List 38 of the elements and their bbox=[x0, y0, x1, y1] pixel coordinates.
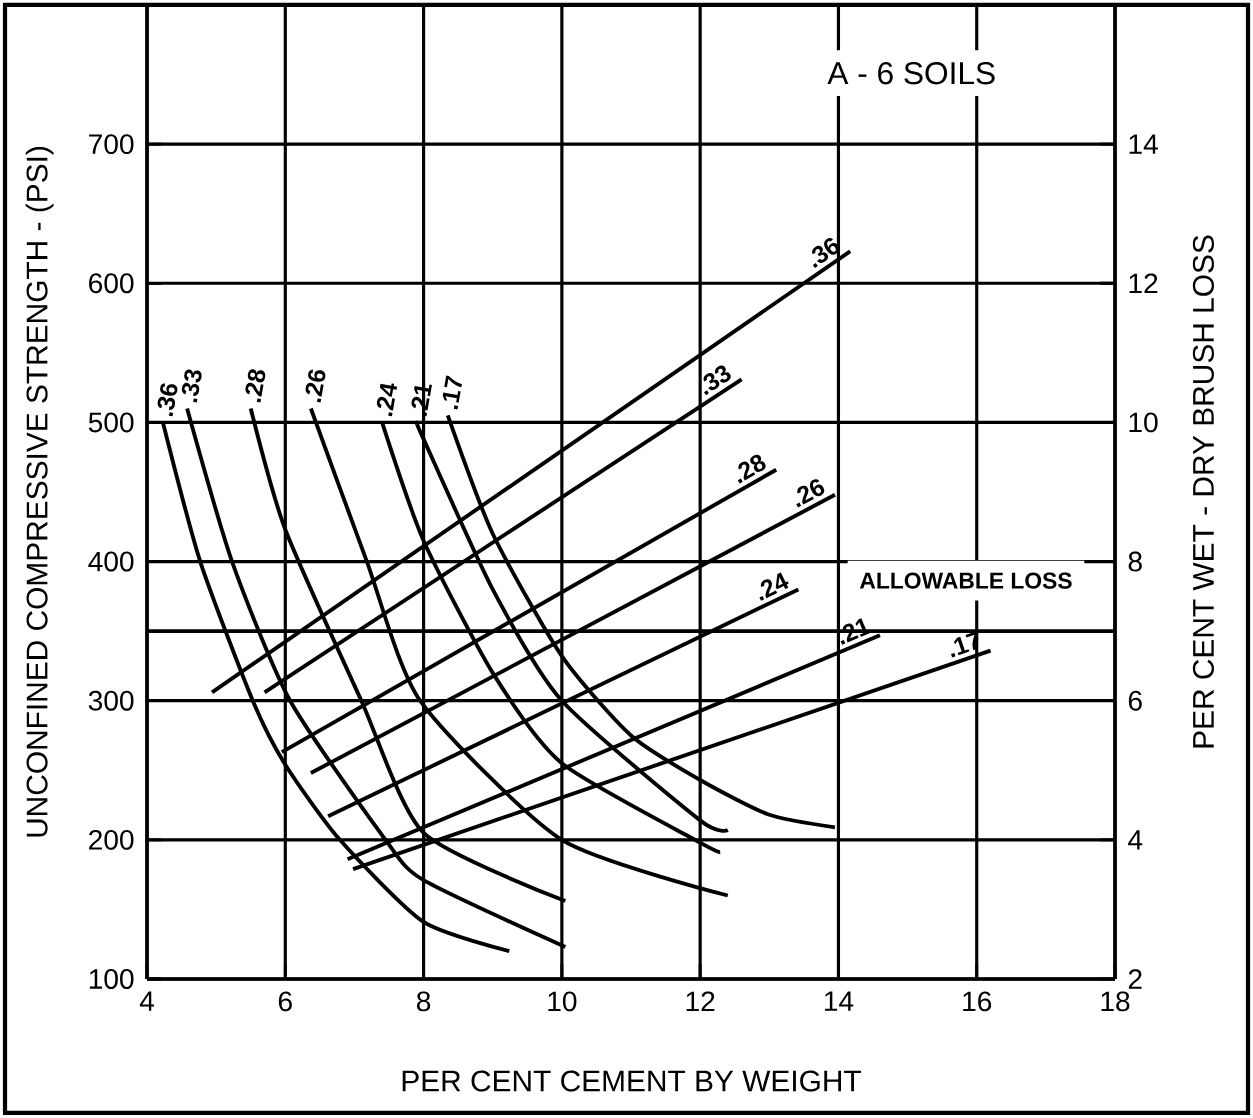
x-tick-label: 14 bbox=[824, 991, 854, 1011]
y-tick-label: 400 bbox=[88, 551, 134, 572]
y2-tick-label: 14 bbox=[1129, 134, 1158, 154]
y-axis-title: UNCONFINED COMPRESSIVE STRENGTH - (PSI) bbox=[25, 146, 54, 837]
x-tick-label: 10 bbox=[548, 991, 577, 1012]
text: .33 bbox=[181, 369, 202, 403]
text: .36 bbox=[157, 383, 178, 417]
x-tick-label: 6 bbox=[278, 991, 292, 1012]
text: .26 bbox=[305, 369, 326, 403]
text: .28 bbox=[245, 369, 266, 403]
text: .26 bbox=[796, 479, 825, 508]
x-axis-title: PER CENT CEMENT BY WEIGHT bbox=[402, 1070, 862, 1092]
x-tick-label: 8 bbox=[416, 991, 431, 1012]
text: .36 bbox=[812, 237, 840, 269]
text: .28 bbox=[737, 454, 766, 484]
y-tick-label: 300 bbox=[88, 690, 134, 711]
text: .33 bbox=[703, 365, 731, 396]
y2-axis-title: PER CENT WET - DRY BRUSH LOSS bbox=[1192, 235, 1214, 748]
y2-tick-label: 8 bbox=[1128, 551, 1142, 572]
y-tick-label: 600 bbox=[89, 273, 134, 294]
y2-tick-label: 6 bbox=[1128, 690, 1142, 711]
y-tick-label: 200 bbox=[89, 829, 134, 850]
y-tick-label: 500 bbox=[88, 412, 134, 433]
x-tick-label: 4 bbox=[139, 991, 155, 1011]
x-tick-label: 18 bbox=[1101, 991, 1130, 1012]
x-tick-label: 12 bbox=[686, 991, 715, 1012]
y-tick-label: 700 bbox=[89, 134, 134, 155]
text: .17 bbox=[442, 375, 462, 410]
text: A - 6 SOILS bbox=[827, 61, 995, 85]
x-tick-label: 16 bbox=[963, 991, 992, 1012]
ref-line-label: ALLOWABLE LOSS bbox=[859, 572, 1072, 589]
y2-tick-label: 2 bbox=[1128, 969, 1142, 989]
y2-tick-label: 12 bbox=[1129, 273, 1158, 294]
text: .24 bbox=[376, 383, 398, 417]
y2-tick-label: 4 bbox=[1128, 830, 1143, 850]
y-tick-label: 100 bbox=[89, 969, 134, 989]
text: .24 bbox=[759, 572, 789, 601]
y2-tick-label: 10 bbox=[1129, 412, 1158, 433]
